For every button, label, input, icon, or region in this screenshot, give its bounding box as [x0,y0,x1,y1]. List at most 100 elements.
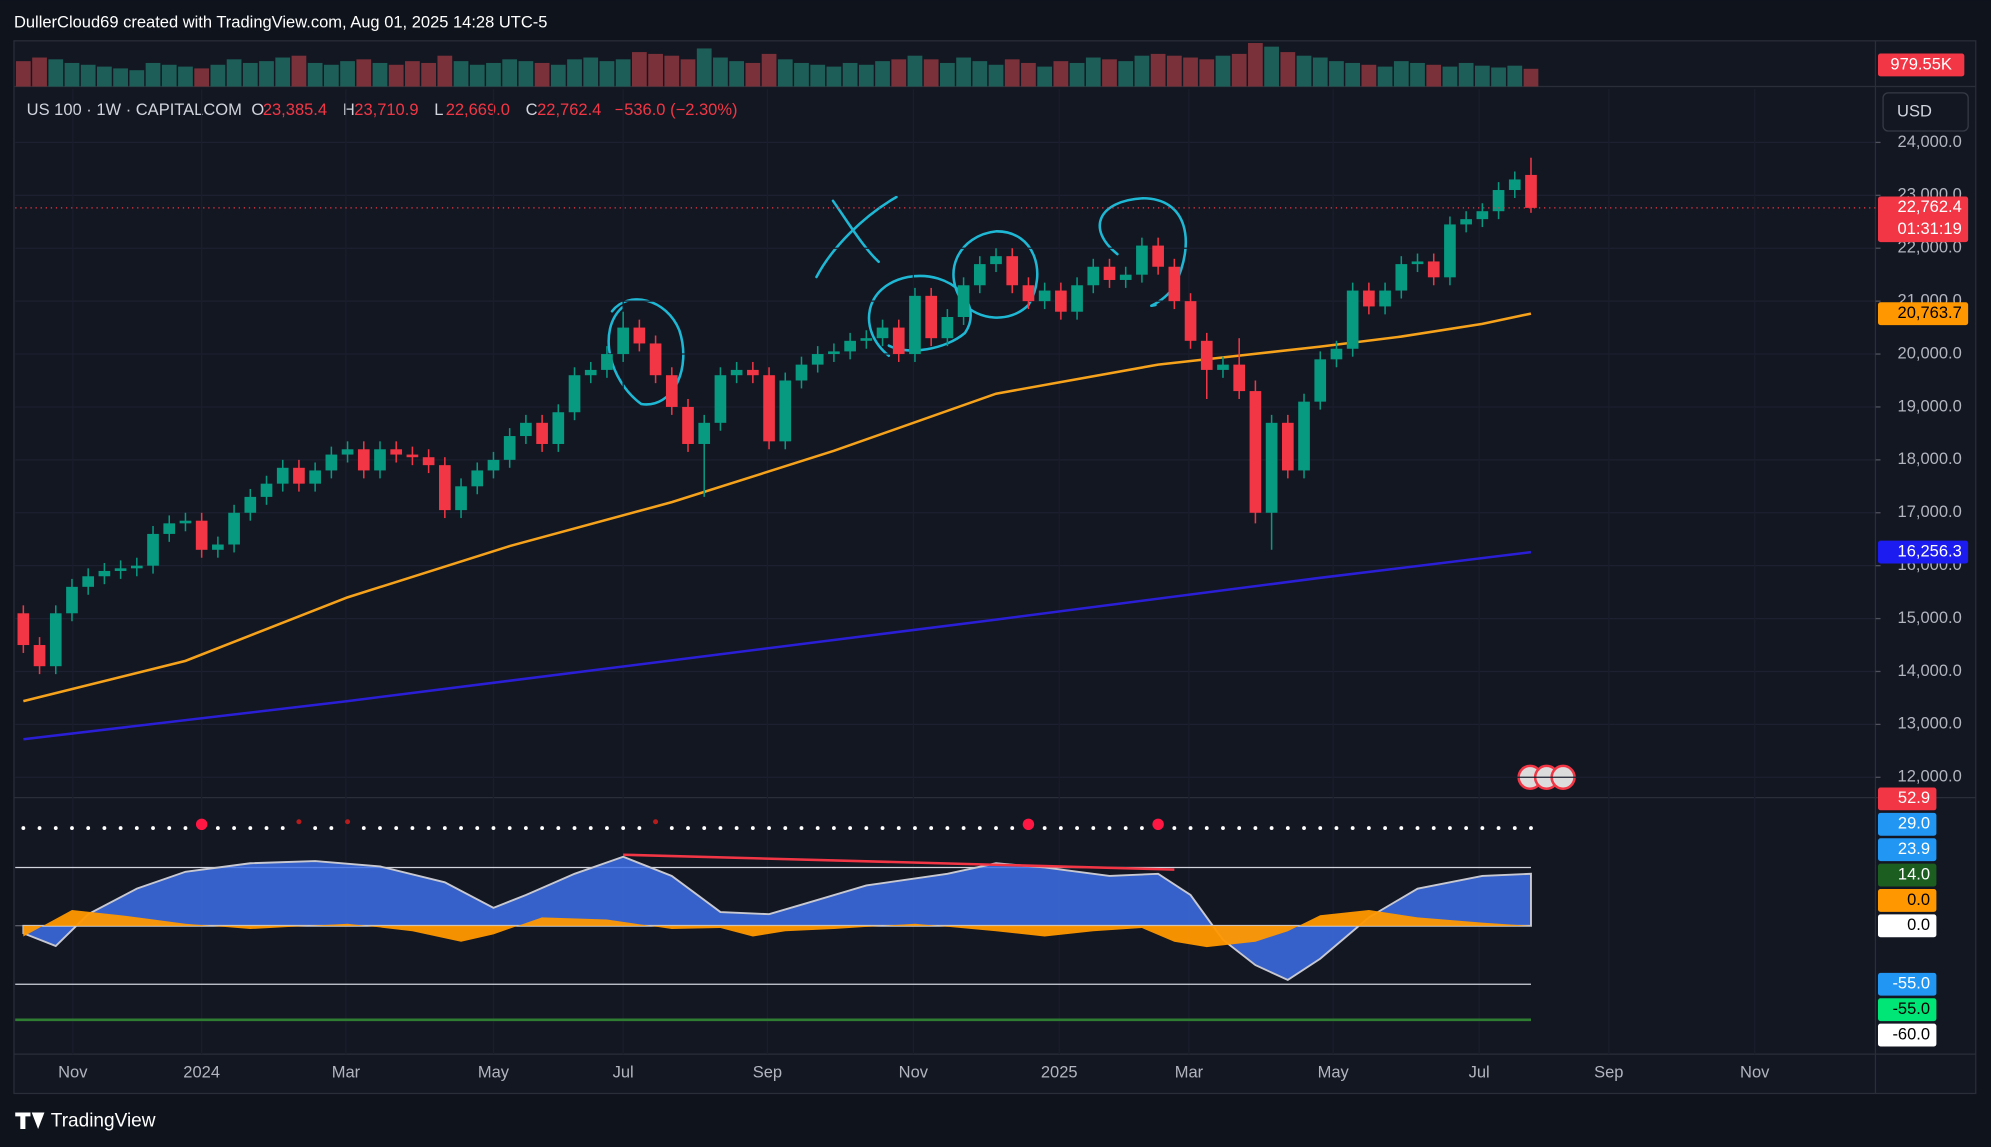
signal-dot [1140,826,1144,830]
volume-bar [956,57,971,87]
volume-bar [356,59,372,87]
signal-dot [410,826,415,830]
candle-body [973,264,986,286]
volume-bar [1329,61,1344,87]
signal-dot [1350,826,1355,830]
candle-body [33,645,46,667]
candle-body [1411,261,1424,265]
signal-dot [507,826,512,830]
candle-body [1525,174,1537,208]
candle-body [1444,224,1456,278]
volume-bar [1183,57,1198,87]
volume-bar [1296,55,1312,87]
volume-bar [1361,64,1377,87]
signal-dot [1123,826,1128,830]
currency-button[interactable] [1882,92,1969,132]
candle-body [374,449,386,471]
ohlc-label: H [343,101,355,119]
signal-dot [799,826,804,830]
ohlc-label: C [526,101,538,119]
signal-dot-red [1152,818,1164,830]
signal-dot [183,826,188,830]
volume-bar [696,48,712,87]
candle-body [795,364,808,381]
signal-dot [491,826,496,830]
signal-dot [1302,826,1306,830]
candle-body [520,422,532,437]
signal-dot [540,826,545,830]
candle-body [779,380,792,442]
candle-body [471,470,484,487]
volume-bar [1004,59,1020,87]
candle-body [568,375,581,413]
volume-bar [372,62,388,87]
volume-bar [1458,62,1474,87]
signal-dot [523,826,528,830]
ohlc-value: 23,710.9 [354,101,418,119]
brand: TradingView [51,1110,156,1131]
candle-body [617,327,629,355]
price-tag-label: 22,762.4 [1898,198,1962,216]
signal-dot [783,826,788,830]
volume-bar [1150,53,1166,87]
candle-body [1314,359,1327,402]
signal-dot [70,826,74,830]
candle-body [552,412,565,444]
signal-dot [394,826,399,830]
candle-body [698,422,711,444]
signal-dot [1058,826,1063,830]
candle-body [828,351,840,355]
volume-bar [599,61,615,87]
volume-bar [794,62,809,87]
volume-bar [1199,59,1215,87]
ohlc-label: L [434,101,443,119]
signal-dot [102,826,107,830]
price-tag [1877,302,1969,326]
volume-tag [1877,53,1965,77]
candle-body [1265,422,1278,513]
osc-tag [1877,838,1937,862]
candle-body [1395,264,1408,291]
y-tick-label: 20,000.0 [1898,344,1962,362]
signal-dot [1366,826,1371,830]
osc-tag [1877,787,1937,811]
signal-dot [750,826,755,830]
volume-bar [1442,66,1458,87]
candle-body [860,338,873,341]
osc-tag-label: -60.0 [1892,1025,1930,1043]
volume-bar [421,62,436,87]
osc-tag [1877,889,1937,912]
candle-body [1427,261,1440,278]
candle-body [925,295,938,339]
osc-tag [1877,914,1937,938]
candle-body [309,470,321,484]
volume-bar [1491,67,1506,87]
candle-body [665,375,678,407]
volume-bar [388,64,404,87]
signal-dot [913,826,917,830]
signal-dot [1204,826,1209,830]
volume-bar [745,62,761,87]
volume-bar [486,62,501,87]
candle-body [455,486,467,511]
volume-bar [275,57,291,87]
candle-body [98,570,111,577]
signal-dot [134,826,139,830]
y-tick-label: 12,000.0 [1898,768,1962,786]
volume-bar [437,55,453,87]
volume-bar [907,55,923,87]
signal-dot [1042,826,1047,830]
candle-body [1460,219,1472,225]
x-tick-label: Nov [1740,1064,1770,1082]
candle-body [990,256,1002,265]
volume-bar [1248,43,1263,87]
y-tick-label: 22,000.0 [1898,239,1962,257]
volume-bar [858,64,874,87]
volume-bar [1264,46,1279,87]
volume-bar [550,64,566,87]
signal-dot [994,826,998,830]
signal-dot [442,826,447,830]
y-tick-label: 13,000.0 [1898,715,1962,733]
signal-dot [1010,826,1015,830]
volume-bar [97,66,112,87]
